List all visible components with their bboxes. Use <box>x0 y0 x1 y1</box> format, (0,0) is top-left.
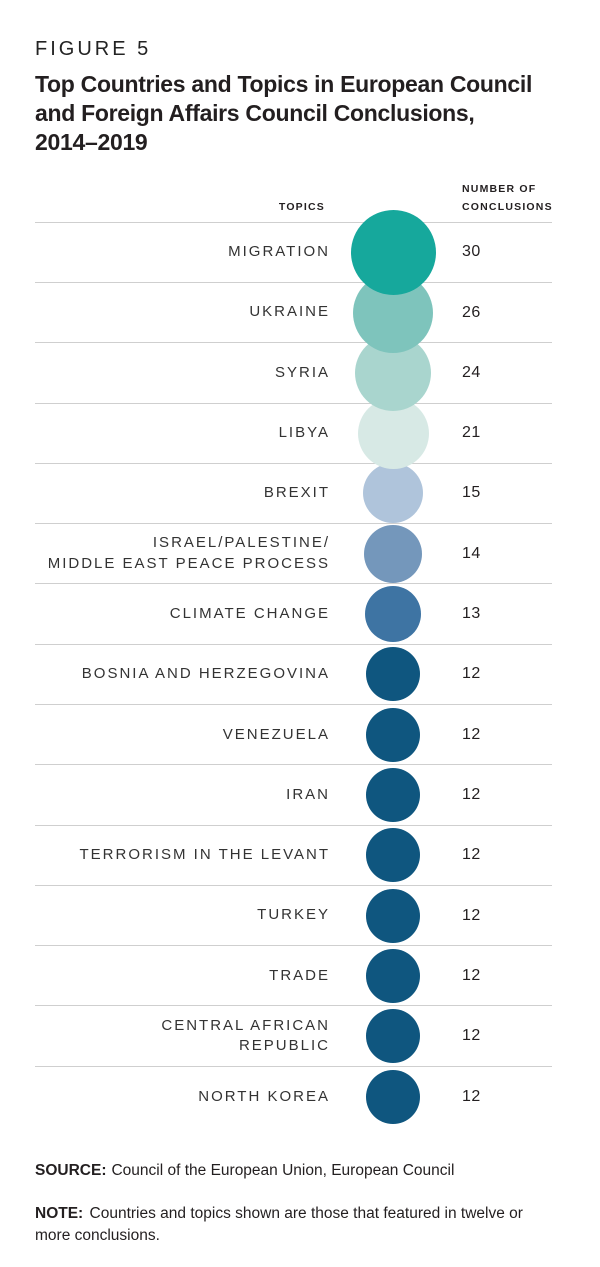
bubble-cell <box>330 1069 456 1124</box>
topic-label: BREXIT <box>263 484 330 502</box>
note-line: NOTE: Countries and topics shown are tho… <box>35 1203 550 1247</box>
table-row: TRADE 12 <box>35 946 552 1007</box>
value-label: 12 <box>462 725 481 743</box>
value-bubble <box>350 209 436 295</box>
value-label: 14 <box>462 544 481 562</box>
table-row: CLIMATE CHANGE 13 <box>35 584 552 645</box>
value-bubble <box>366 1069 420 1124</box>
note-text: Countries and topics shown are those tha… <box>35 1205 523 1245</box>
table-row: BOSNIA AND HERZEGOVINA 12 <box>35 645 552 705</box>
table-row: LIBYA 21 <box>35 397 552 469</box>
chart-column-headers: TOPICS NUMBER OF CONCLUSIONS <box>35 179 552 222</box>
bubble-cell <box>330 463 456 524</box>
table-row: CENTRAL AFRICAN REPUBLIC 12 <box>35 1006 552 1067</box>
table-row: IRAN 12 <box>35 765 552 826</box>
value-label: 12 <box>462 846 481 864</box>
value-bubble <box>366 948 420 1003</box>
table-row: UKRAINE 26 <box>35 272 552 353</box>
table-row: BREXIT 15 <box>35 463 552 525</box>
table-row: NORTH KOREA 12 <box>35 1067 552 1127</box>
bubble-chart: TOPICS NUMBER OF CONCLUSIONS MIGRATION 3… <box>35 179 552 1127</box>
topic-label: SYRIA <box>274 363 330 381</box>
figure-footer: SOURCE: Council of the European Union, Eu… <box>35 1160 552 1247</box>
figure-title: Top Countries and Topics in European Cou… <box>35 71 533 156</box>
bubble-cell <box>330 524 456 583</box>
value-bubble <box>366 1009 420 1064</box>
topic-label: TURKEY <box>257 906 330 924</box>
figure-number-label: FIGURE 5 <box>35 38 152 60</box>
bubble-cell <box>330 948 456 1003</box>
table-row: MIGRATION 30 <box>35 209 552 295</box>
value-label: 12 <box>462 1087 481 1105</box>
value-bubble <box>366 888 420 943</box>
topic-label: BOSNIA AND HERZEGOVINA <box>81 665 330 683</box>
bubble-cell <box>330 1009 456 1064</box>
bubble-rows: MIGRATION 30 UKRAINE 26 SYRIA 24 LIBYA 2… <box>35 209 552 1127</box>
table-row: VENEZUELA 12 <box>35 705 552 766</box>
topic-label: NORTH KOREA <box>198 1087 330 1105</box>
bubble-cell <box>330 767 456 822</box>
value-bubble <box>363 463 423 524</box>
source-line: SOURCE: Council of the European Union, Eu… <box>35 1160 552 1182</box>
value-label: 12 <box>462 665 481 683</box>
value-label: 26 <box>462 303 481 321</box>
topic-label: LIBYA <box>278 424 330 442</box>
bubble-cell <box>330 586 456 643</box>
topic-label: TERRORISM IN THE LEVANT <box>79 846 330 864</box>
note-label: NOTE: <box>35 1205 84 1223</box>
value-bubble <box>365 586 421 643</box>
bubble-cell <box>330 888 456 943</box>
topic-label: CENTRAL AFRICAN REPUBLIC <box>161 1016 330 1055</box>
value-label: 24 <box>462 363 481 381</box>
value-bubble <box>366 828 420 883</box>
topic-label: MIGRATION <box>228 243 330 261</box>
value-label: 12 <box>462 966 481 984</box>
value-bubble <box>364 524 422 583</box>
bubble-cell <box>330 647 456 702</box>
table-row: TURKEY 12 <box>35 886 552 947</box>
source-label: SOURCE: <box>35 1162 107 1180</box>
value-label: 30 <box>462 243 481 261</box>
bubble-cell <box>330 828 456 883</box>
value-bubble <box>366 647 420 702</box>
topic-label: VENEZUELA <box>222 725 330 743</box>
source-text: Council of the European Union, European … <box>111 1162 455 1180</box>
value-label: 12 <box>462 785 481 803</box>
number-column-header: NUMBER OF CONCLUSIONS <box>462 182 553 213</box>
bubble-cell <box>330 209 456 295</box>
value-bubble <box>366 767 420 822</box>
table-row: SYRIA 24 <box>35 334 552 411</box>
value-label: 13 <box>462 605 481 623</box>
value-label: 21 <box>462 424 481 442</box>
topic-label: UKRAINE <box>249 303 330 321</box>
value-bubble <box>366 707 420 762</box>
value-label: 12 <box>462 1027 481 1045</box>
value-label: 15 <box>462 484 481 502</box>
value-label: 12 <box>462 906 481 924</box>
topics-column-header: TOPICS <box>278 200 325 213</box>
table-row: TERRORISM IN THE LEVANT 12 <box>35 826 552 886</box>
topic-label: ISRAEL/PALESTINE/ MIDDLE EAST PEACE PROC… <box>47 534 330 572</box>
topic-label: TRADE <box>269 966 330 984</box>
table-row: ISRAEL/PALESTINE/ MIDDLE EAST PEACE PROC… <box>35 524 552 585</box>
topic-label: IRAN <box>286 785 330 803</box>
bubble-cell <box>330 707 456 762</box>
topic-label: CLIMATE CHANGE <box>169 604 330 622</box>
